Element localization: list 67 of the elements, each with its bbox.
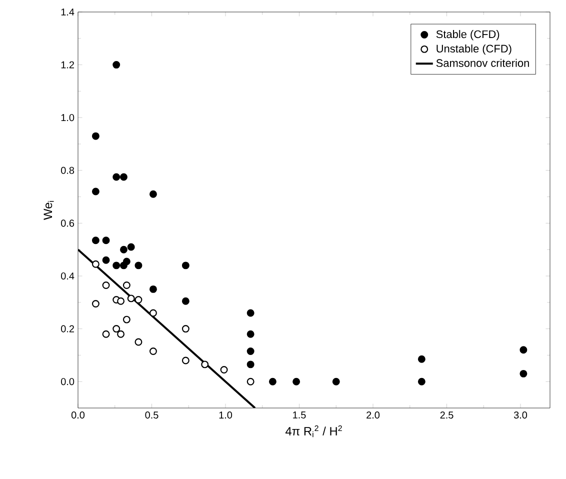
point xyxy=(332,378,340,386)
point xyxy=(117,297,125,305)
point xyxy=(122,316,130,324)
x-tick-label: 1.5 xyxy=(293,412,306,418)
y-axis-title: We$_{i}$ xyxy=(44,201,54,220)
point xyxy=(246,309,254,317)
legend-label: Unstable (CFD) xyxy=(436,44,512,55)
point xyxy=(102,256,110,264)
point xyxy=(182,297,190,305)
point xyxy=(92,132,100,140)
point xyxy=(112,262,120,270)
point xyxy=(127,294,135,302)
point xyxy=(120,173,128,181)
point xyxy=(112,61,120,69)
legend-label: Samsonov criterion xyxy=(436,58,529,67)
point xyxy=(117,330,125,338)
point xyxy=(292,378,300,386)
x-tick-label: 0.0 xyxy=(71,412,85,419)
point xyxy=(149,190,157,198)
x-tick-label: 2.5 xyxy=(440,412,454,419)
point xyxy=(112,325,120,333)
y-tick-label: 1.0 xyxy=(61,114,74,122)
point xyxy=(182,325,190,333)
point xyxy=(134,296,142,304)
point xyxy=(520,346,528,354)
x-tick-label: 3.0 xyxy=(514,412,528,419)
point xyxy=(92,188,100,196)
x-tick-label: 1.0 xyxy=(219,412,232,419)
point xyxy=(134,338,142,346)
point xyxy=(246,330,254,338)
point xyxy=(201,360,209,368)
point xyxy=(122,258,130,266)
point xyxy=(102,236,110,244)
point xyxy=(112,173,120,181)
y-tick-label: 0.8 xyxy=(61,166,74,174)
y-tick-label: 0.6 xyxy=(61,220,74,227)
point xyxy=(134,262,142,270)
point xyxy=(127,243,135,251)
point xyxy=(246,378,254,386)
point xyxy=(418,378,426,386)
point xyxy=(92,300,100,308)
point xyxy=(149,309,157,317)
point xyxy=(268,378,276,386)
point xyxy=(120,246,128,254)
point xyxy=(149,285,157,293)
x-tick-label: 2.0 xyxy=(366,412,380,419)
y-tick-label: 0.2 xyxy=(61,325,74,332)
point xyxy=(92,260,100,268)
point xyxy=(149,348,157,355)
point xyxy=(102,330,110,338)
point xyxy=(220,366,228,374)
y-tick-label: 1.2 xyxy=(61,61,74,68)
point xyxy=(246,360,254,368)
point xyxy=(520,370,528,378)
point xyxy=(102,282,110,289)
point xyxy=(92,236,100,244)
point xyxy=(122,282,130,289)
x-axis-title: 4π R$_{i}$$^{2}$ / H$^{2}$ xyxy=(285,425,342,438)
y-tick-label: 0.4 xyxy=(61,272,74,280)
y-tick-label: 1.4 xyxy=(61,8,74,16)
legend-label: Stable (CFD) xyxy=(436,30,500,40)
x-tick-label: 0.5 xyxy=(145,412,158,419)
point xyxy=(182,262,190,270)
point xyxy=(418,355,426,363)
y-tick-label: 0.0 xyxy=(61,378,74,386)
point xyxy=(246,348,254,355)
point xyxy=(182,356,190,364)
